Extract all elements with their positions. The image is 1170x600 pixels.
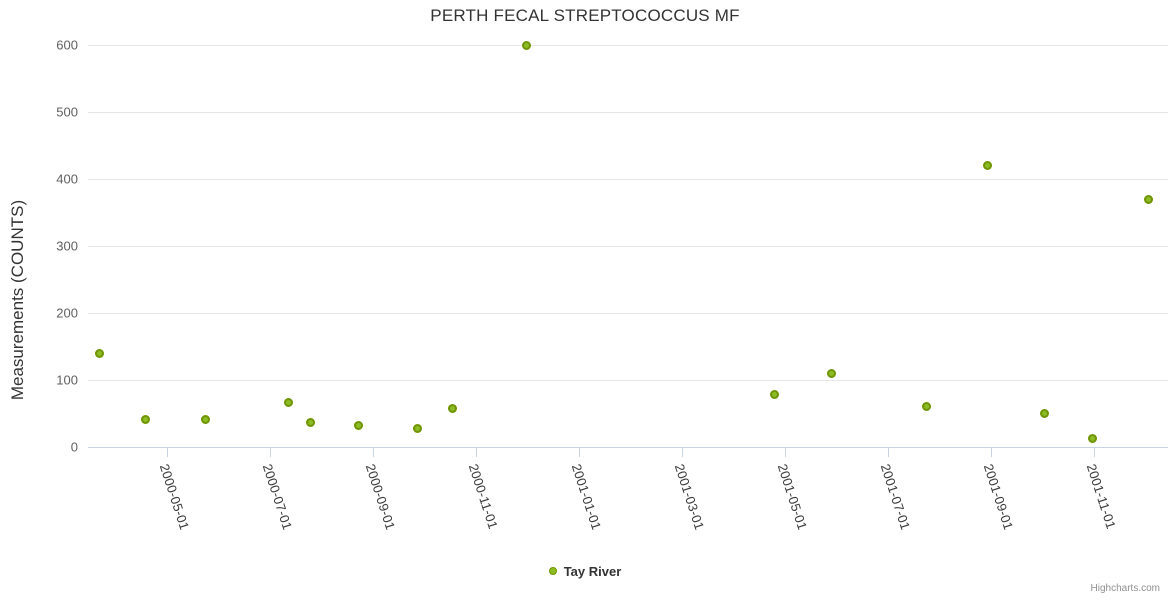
chart-title: PERTH FECAL STREPTOCOCCUS MF [430, 6, 740, 25]
data-point[interactable] [521, 40, 531, 50]
x-axis-tick [785, 448, 786, 457]
data-point[interactable] [447, 404, 457, 414]
x-axis-tick-label: 2000-09-01 [362, 462, 399, 532]
plot-area [88, 40, 1168, 448]
y-axis-tick-label: 500 [56, 104, 78, 120]
x-axis-tick-label: 2001-01-01 [568, 462, 605, 532]
highcharts-credits[interactable]: Highcharts.com [1090, 583, 1160, 594]
x-axis-tick-label: 2001-03-01 [671, 462, 708, 532]
data-point[interactable] [412, 423, 422, 433]
data-point[interactable] [1039, 409, 1049, 418]
gridline [88, 179, 1168, 180]
y-axis-tick-label: 0 [70, 439, 78, 455]
data-point[interactable] [982, 161, 992, 171]
gridline [88, 313, 1168, 314]
data-point[interactable] [769, 390, 779, 400]
x-axis-tick [579, 448, 580, 457]
y-axis-tick-label: 300 [56, 238, 78, 254]
data-point[interactable] [200, 415, 210, 425]
gridline [88, 246, 1168, 247]
data-point[interactable] [826, 368, 836, 378]
x-axis-tick-label: 2001-09-01 [980, 462, 1017, 532]
gridline [88, 112, 1168, 113]
x-axis-tick-label: 2000-11-01 [465, 462, 501, 531]
data-point[interactable] [353, 421, 363, 431]
data-point[interactable] [1087, 434, 1097, 444]
gridline [88, 45, 1168, 46]
y-axis-tick-label: 400 [56, 171, 78, 187]
x-axis-tick [167, 448, 168, 457]
y-axis-tick-label: 100 [56, 372, 78, 388]
y-axis-tick-labels: 0 100 200 300 400 500 600 [0, 38, 78, 455]
x-axis-tick-label: 2001-11-01 [1083, 462, 1119, 531]
x-axis-tick [682, 448, 683, 457]
data-point[interactable] [921, 402, 931, 412]
legend-item-tay-river[interactable]: Tay River [548, 563, 622, 579]
x-axis-line [88, 447, 1168, 448]
x-axis-tick [991, 448, 992, 457]
y-axis-tick-label: 600 [56, 37, 78, 53]
x-axis-tick [373, 448, 374, 457]
x-axis-tick [1094, 448, 1095, 457]
x-axis-tick-label: 2001-05-01 [774, 462, 811, 532]
legend-item-label: Tay River [563, 563, 622, 579]
chart-legend: Tay River [0, 563, 1170, 579]
x-axis-tick-label: 2000-05-01 [156, 462, 193, 532]
x-axis-tick [476, 448, 477, 457]
x-axis-tick [888, 448, 889, 457]
data-point[interactable] [283, 398, 293, 408]
data-point[interactable] [1143, 194, 1153, 204]
x-axis-tick [270, 448, 271, 457]
y-axis-tick-label: 200 [56, 305, 78, 321]
data-point[interactable] [94, 348, 104, 358]
x-axis-tick-label: 2000-07-01 [259, 462, 296, 532]
gridline [88, 380, 1168, 381]
legend-marker-icon [548, 567, 557, 575]
x-axis-tick-label: 2001-07-01 [877, 462, 914, 532]
data-point[interactable] [140, 415, 150, 425]
data-point[interactable] [305, 417, 315, 427]
